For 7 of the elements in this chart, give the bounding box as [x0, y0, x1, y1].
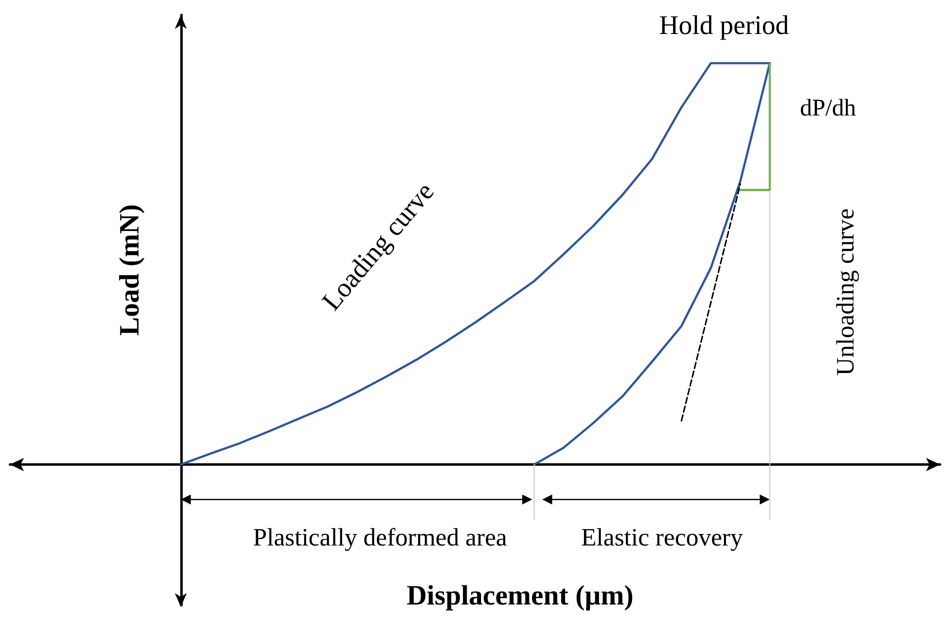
text: Plastically deformed area: [252, 524, 508, 552]
text: Hold period: [659, 10, 790, 40]
text: Elastic recovery: [581, 524, 744, 552]
text: dP/dh: [800, 96, 856, 122]
text: Unloading curve: [832, 208, 860, 376]
y-axis-title: Load (mN): [114, 204, 146, 336]
x-axis-title: Displacement (µm): [406, 580, 634, 612]
